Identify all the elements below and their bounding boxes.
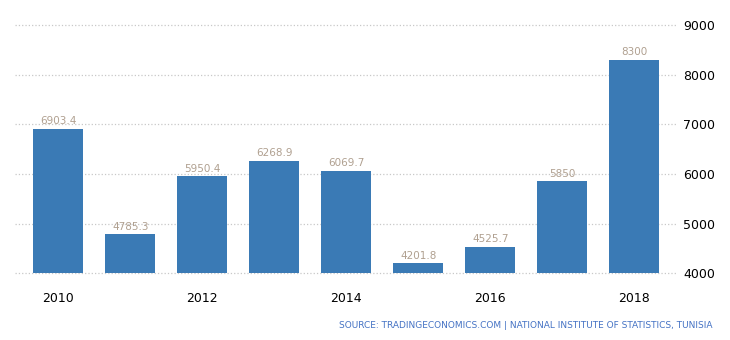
Bar [465, 247, 515, 273]
Bar [249, 160, 299, 273]
Text: SOURCE: TRADINGECONOMICS.COM | NATIONAL INSTITUTE OF STATISTICS, TUNISIA: SOURCE: TRADINGECONOMICS.COM | NATIONAL … [339, 321, 712, 330]
Text: 4201.8: 4201.8 [400, 251, 437, 260]
Text: 5950.4: 5950.4 [184, 164, 220, 174]
Bar [537, 182, 588, 273]
Bar [177, 176, 228, 273]
Bar [321, 171, 372, 273]
Text: 4785.3: 4785.3 [112, 222, 148, 232]
Bar [105, 234, 155, 273]
Bar [393, 263, 443, 273]
Text: 8300: 8300 [621, 47, 648, 57]
Text: 6903.4: 6903.4 [40, 116, 77, 126]
Bar [33, 129, 83, 273]
Text: 5850: 5850 [549, 169, 575, 179]
Text: 4525.7: 4525.7 [472, 235, 509, 244]
Text: 6268.9: 6268.9 [256, 148, 293, 158]
Text: 6069.7: 6069.7 [328, 158, 364, 168]
Bar [609, 60, 659, 273]
